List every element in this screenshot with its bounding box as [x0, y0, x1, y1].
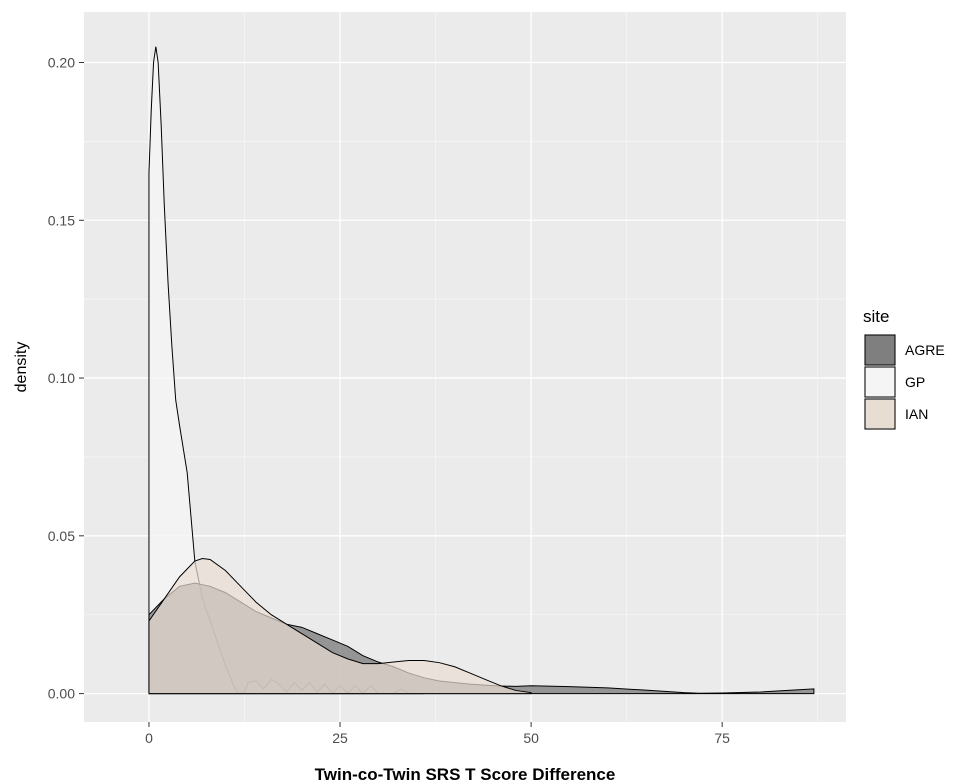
y-axis-ticks: 0.00 0.05 0.10 0.15 0.20 [48, 54, 84, 702]
y-tick-label: 0.10 [48, 370, 75, 386]
legend-swatch-ian [864, 398, 896, 430]
y-axis-title: density [13, 342, 30, 393]
density-areas [148, 46, 815, 695]
x-tick-label: 25 [332, 730, 348, 746]
x-tick-label: 50 [523, 730, 539, 746]
legend-swatch-gp [864, 366, 896, 398]
x-tick-label: 75 [714, 730, 730, 746]
grid-lines [84, 12, 846, 722]
legend-swatch-agre [864, 334, 896, 366]
legend-label: AGRE [905, 342, 945, 358]
y-tick-label: 0.15 [48, 212, 75, 228]
y-tick-label: 0.00 [48, 686, 75, 702]
legend-label: IAN [905, 406, 928, 422]
density-area-ian [148, 558, 532, 695]
legend-label: GP [905, 374, 925, 390]
x-axis-ticks: 0 25 50 75 [145, 722, 730, 746]
x-tick-label: 0 [145, 730, 153, 746]
legend: site AGRE GP IAN [863, 307, 945, 430]
y-tick-label: 0.20 [48, 54, 75, 70]
x-axis-title: Twin-co-Twin SRS T Score Difference [315, 765, 616, 784]
legend-title: site [863, 307, 889, 326]
y-tick-label: 0.05 [48, 528, 75, 544]
